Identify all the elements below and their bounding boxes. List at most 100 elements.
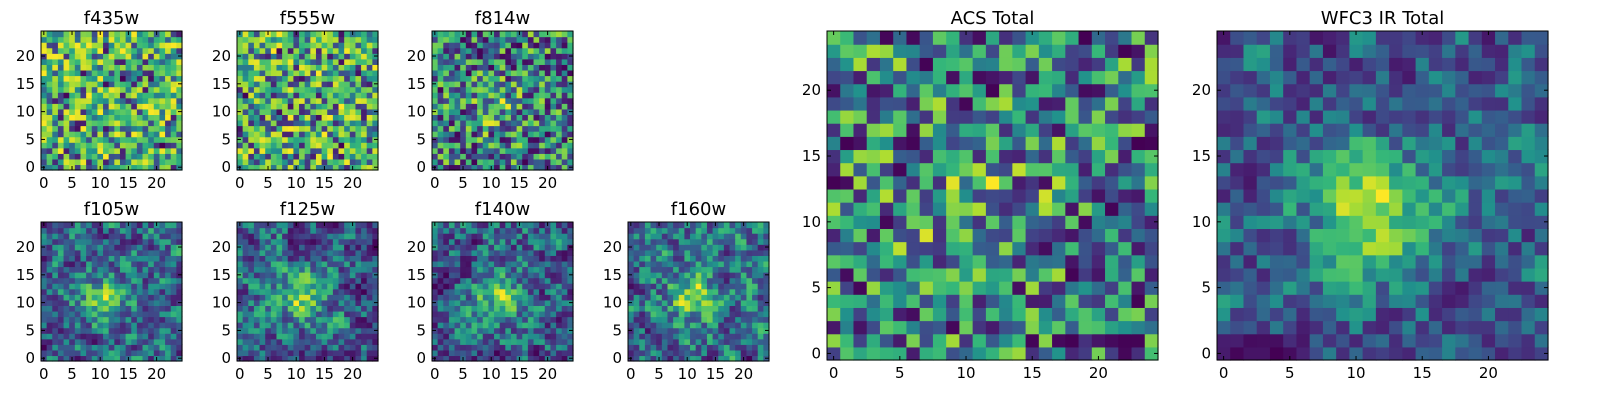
heatmap-cell [287,327,294,334]
heatmap-cell [448,86,456,93]
heatmap-cell [372,238,379,245]
heatmap-cell [372,283,379,290]
heatmap-cell [97,310,104,318]
heatmap-cell [131,266,138,273]
heatmap-cell [248,255,255,262]
heatmap-cell [1025,149,1040,164]
heatmap-cell [740,338,748,345]
heatmap-cell [372,344,379,351]
heatmap-cell [142,355,149,362]
heatmap-cell [142,299,149,306]
heatmap-cell [153,75,161,82]
heatmap-cell [448,53,456,60]
axes-frame [431,30,574,171]
heatmap-cell [159,31,166,38]
heatmap-cell [527,355,535,362]
heatmap-cell [327,75,334,82]
heatmap-cell [287,299,294,306]
heatmap-cell [372,92,379,99]
heatmap-cell [270,158,278,166]
heatmap-cell [41,158,48,166]
heatmap-cell [282,42,289,49]
heatmap-cell [510,355,518,362]
heatmap-cell [332,92,340,99]
heatmap-cell [690,249,697,256]
heatmap-cell [57,131,65,138]
heatmap-cell [315,97,323,104]
heatmap-cell [999,188,1013,203]
heatmap-cell [119,299,127,306]
heatmap-cell [86,277,93,284]
heatmap-cell [695,255,702,262]
heatmap-cell [471,333,478,340]
heatmap-cell [527,249,535,256]
heatmap-cell [644,338,652,345]
heatmap-cell [69,266,76,273]
heatmap-cell [344,81,351,88]
heatmap-cell [661,222,669,229]
heatmap-cell [465,238,473,245]
heatmap-cell [148,355,155,362]
heatmap-cell [41,147,48,154]
heatmap-cell [310,69,317,77]
heatmap-cell [763,316,770,323]
heatmap-cell [701,355,708,362]
heatmap-cell [349,233,357,240]
heatmap-cell [327,64,334,71]
heatmap-cell [142,153,149,160]
heatmap-cell [527,266,535,273]
heatmap-cell [488,244,495,251]
heatmap-cell [153,97,161,104]
heatmap-cell [148,47,155,54]
heatmap-cell [310,349,317,357]
heatmap-cell [516,294,523,301]
heatmap-cell [74,288,82,295]
heatmap-cell [567,147,574,154]
heatmap-cell [550,42,557,49]
heatmap-cell [667,227,674,234]
heatmap-cell [108,47,115,54]
heatmap-cell [510,349,518,357]
heatmap-cell [460,75,467,82]
heatmap-cell [695,277,702,284]
heatmap-cell [1091,228,1106,243]
heatmap-cell [114,316,121,323]
heatmap-cell [119,305,127,312]
heatmap-cell [310,266,317,273]
heatmap-cell [159,164,166,171]
heatmap-cell [321,103,328,110]
heatmap-cell [499,158,506,166]
heatmap-cell [443,131,450,138]
heatmap-cell [165,58,172,65]
heatmap-cell [253,266,261,273]
heatmap-cell [315,244,323,251]
heatmap-cell [86,272,93,279]
heatmap-cell [142,158,149,166]
heatmap-cell [97,47,104,54]
heatmap-cell [321,310,328,318]
heatmap-cell [119,136,127,143]
heatmap-cell [338,349,345,357]
heatmap-cell [338,103,345,110]
heatmap-cell [494,355,501,362]
heatmap-cell [136,153,144,160]
heatmap-cell [556,58,563,65]
heatmap-cell [494,227,501,234]
heatmap-cell [706,283,714,290]
heatmap-cell [866,320,881,335]
heatmap-cell [488,86,495,93]
heatmap-cell [471,310,478,318]
heatmap-cell [299,227,306,234]
heatmap-cell [516,310,523,318]
heatmap-cell [879,241,894,256]
heatmap-cell [86,283,93,290]
heatmap-cell [550,147,557,154]
heatmap-cell [690,305,697,312]
heatmap-cell [919,241,934,256]
heatmap-cell [153,36,161,43]
heatmap-cell [332,238,340,245]
heatmap-cell [633,277,640,284]
heatmap-cell [103,266,110,273]
heatmap-cell [919,202,934,216]
heatmap-cell [349,288,357,295]
